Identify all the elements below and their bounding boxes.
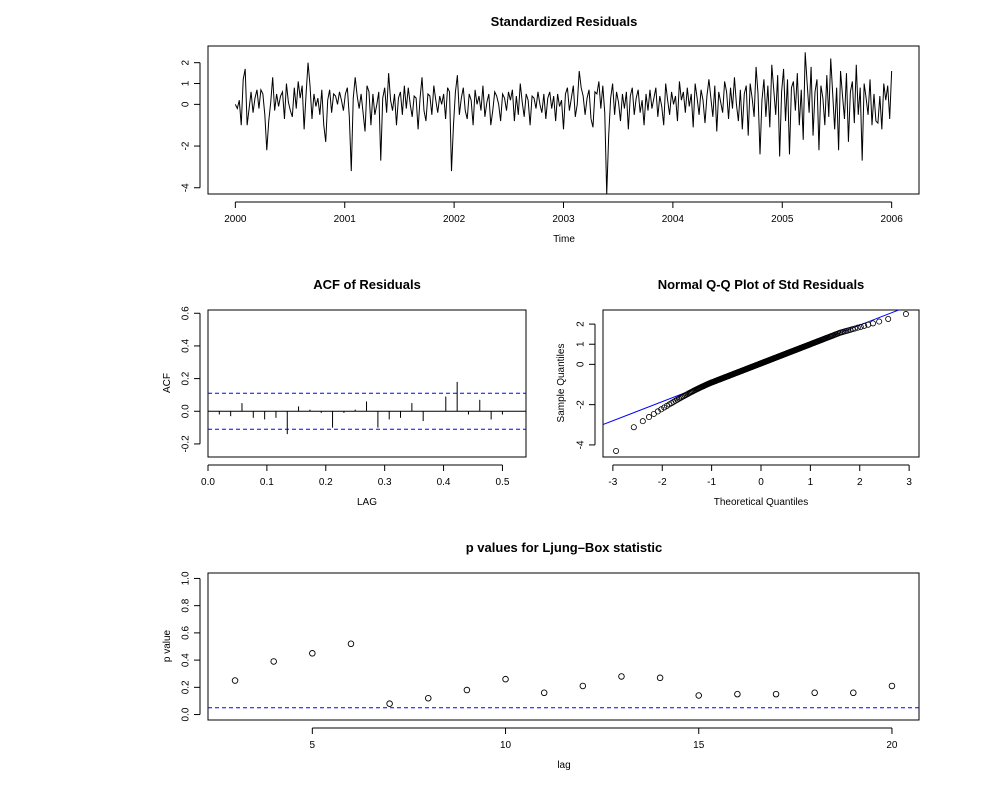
qq-x-tick-label: 1 (808, 477, 814, 488)
ljung-box-y-tick-label: 0.8 (181, 598, 192, 612)
qq-x-axis-label: Theoretical Quantiles (714, 497, 809, 508)
ljung-box-point (425, 694, 432, 702)
residuals-plot-frame (207, 45, 920, 195)
residuals-x-tick-label: 2001 (334, 214, 357, 225)
qq-point (630, 424, 637, 431)
residuals-x-tick-label: 2005 (771, 214, 794, 225)
qq-point (861, 322, 868, 329)
residuals-x-tick-label: 2002 (443, 214, 466, 225)
qq-plot-frame (602, 309, 920, 458)
ljung-box-point (231, 677, 239, 684)
acf-y-tick-label: 0.0 (181, 404, 192, 418)
qq-point (658, 406, 665, 413)
residuals-x-tick-label: 2000 (224, 214, 247, 225)
acf-y-tick-label: 0.2 (181, 371, 192, 385)
ljung-box-y-tick-label: 0.4 (181, 653, 192, 667)
residuals-x-tick-label: 2004 (662, 214, 685, 225)
qq-point (639, 418, 646, 425)
qq-point (869, 320, 876, 327)
qq-y-tick-label: -2 (576, 400, 587, 409)
acf-x-tick-label: 0.4 (437, 477, 451, 488)
qq-point (857, 323, 864, 330)
qq-point (675, 395, 682, 402)
qq-point (613, 447, 620, 454)
ljung-box-point (463, 686, 471, 694)
qq-panel: Normal Q-Q Plot of Std Residuals Theoret… (556, 277, 920, 508)
qq-point (854, 324, 861, 331)
acf-y-tick-label: 0.6 (181, 306, 192, 320)
residuals-panel: Standardized Residuals Time 2000 2001 2002… (181, 14, 920, 245)
residuals-series-line (234, 52, 893, 195)
residuals-y-tick-label: -4 (181, 183, 192, 192)
qq-x-tick-label: -1 (707, 477, 716, 488)
ljung-box-point (888, 682, 896, 690)
ljung-box-title: p values for Ljung–Box statistic (466, 540, 663, 555)
ljung-box-x-tick-label: 15 (693, 740, 705, 751)
acf-x-tick-label: 0.1 (260, 477, 274, 488)
acf-panel: ACF of Residuals LAG ACF 0.0 0.1 0.2 0.3 0.4… (162, 277, 527, 508)
acf-x-tick-label: 0.0 (201, 477, 215, 488)
ljung-box-point (656, 674, 664, 682)
residuals-title: Standardized Residuals (491, 14, 638, 29)
ljung-box-x-axis-label: lag (557, 760, 570, 771)
acf-plot-frame (207, 309, 527, 458)
ljung-box-plot-frame (207, 572, 920, 721)
ljung-box-panel: p values for Ljung–Box statistic lag p v… (162, 540, 920, 771)
acf-y-tick-label: -0.2 (181, 435, 192, 453)
ljung-box-y-tick-label: 0.0 (181, 707, 192, 721)
qq-x-tick-label: -2 (658, 477, 667, 488)
residuals-x-tick-label: 2006 (881, 214, 904, 225)
qq-y-tick-label: 1 (576, 341, 587, 347)
qq-point (876, 318, 883, 325)
qq-x-tick-label: -3 (608, 477, 617, 488)
qq-point (885, 315, 892, 322)
residuals-y-tick-label: 0 (181, 101, 192, 107)
qq-y-tick-label: -4 (576, 440, 587, 449)
qq-x-tick-label: 0 (758, 477, 764, 488)
ljung-box-point (347, 640, 355, 648)
qq-x-tick-label: 2 (857, 477, 863, 488)
ljung-box-x-tick-label: 10 (500, 740, 512, 751)
residuals-y-tick-label: 2 (181, 59, 192, 65)
ljung-box-x-tick-label: 20 (886, 740, 898, 751)
ljung-box-point (309, 650, 316, 657)
residuals-x-axis-label: Time (553, 234, 575, 245)
residuals-y-tick-label: 1 (181, 80, 192, 86)
residuals-y-tick-label: -2 (181, 141, 192, 150)
qq-point (902, 311, 909, 318)
ljung-box-point (850, 689, 857, 697)
acf-x-tick-label: 0.5 (495, 477, 509, 488)
qq-y-tick-label: 0 (576, 361, 587, 367)
acf-x-tick-label: 0.3 (378, 477, 392, 488)
residuals-x-tick-label: 2003 (552, 214, 575, 225)
acf-y-axis-label: ACF (162, 373, 173, 393)
ljung-box-x-tick-label: 5 (310, 740, 316, 751)
qq-x-tick-label: 3 (906, 477, 912, 488)
ljung-box-y-tick-label: 0.6 (181, 626, 192, 640)
qq-title: Normal Q-Q Plot of Std Residuals (658, 277, 865, 292)
ljung-box-point (811, 689, 818, 697)
qq-point (646, 414, 653, 421)
ljung-box-point (540, 689, 548, 697)
ljung-box-y-axis-label: p value (162, 629, 173, 662)
ljung-box-point (695, 692, 702, 699)
ljung-box-point (579, 682, 587, 690)
acf-x-axis-label: LAG (357, 497, 377, 508)
ljung-box-point (734, 690, 741, 698)
acf-title: ACF of Residuals (313, 277, 421, 292)
ljung-box-y-tick-label: 1.0 (181, 571, 192, 585)
ljung-box-y-tick-label: 0.2 (181, 680, 192, 694)
qq-y-axis-label: Sample Quantiles (556, 344, 567, 423)
ljung-box-point (502, 675, 509, 683)
ljung-box-point (618, 673, 625, 680)
acf-y-tick-label: 0.4 (181, 339, 192, 353)
acf-x-tick-label: 0.2 (319, 477, 333, 488)
ljung-box-point (270, 658, 277, 665)
qq-point (852, 325, 859, 332)
ljung-box-point (386, 700, 393, 707)
ljung-box-point (772, 690, 780, 698)
qq-y-tick-label: 2 (576, 321, 587, 327)
